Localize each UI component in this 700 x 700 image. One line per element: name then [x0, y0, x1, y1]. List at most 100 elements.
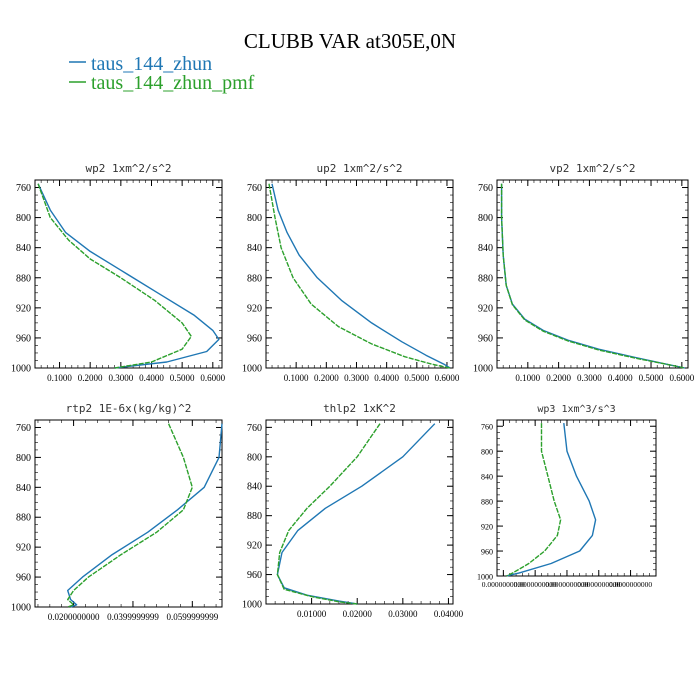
x-tick-label: 0.0200000000	[48, 612, 100, 622]
y-tick-label: 840	[247, 482, 262, 493]
series-line-1	[37, 183, 220, 369]
x-tick-label: 0.3000	[108, 373, 133, 383]
legend-entry-1: taus_144_zhun	[69, 53, 212, 75]
x-tick-label: 0.0000000000	[577, 580, 620, 589]
y-tick-label: 920	[16, 543, 31, 554]
y-tick-label: 760	[478, 183, 493, 194]
x-tick-label: 0.3000	[344, 373, 369, 383]
series-line-1	[276, 423, 436, 605]
x-tick-label: 0.04000	[434, 609, 464, 619]
x-tick-label: 0.03000	[388, 609, 418, 619]
x-tick-label: 0.0000000000	[545, 580, 588, 589]
y-tick-label: 800	[16, 453, 31, 464]
y-tick-label: 880	[16, 273, 31, 284]
plot-frame	[34, 419, 223, 608]
x-tick-label: 0.5000	[170, 373, 195, 383]
y-tick-label: 920	[247, 541, 262, 552]
plot-frame	[265, 419, 454, 605]
series-line-2	[500, 183, 686, 369]
y-tick-label: 960	[481, 548, 493, 557]
y-tick-label: 760	[16, 183, 31, 194]
y-tick-label: 920	[16, 303, 31, 314]
y-tick-label: 1000	[473, 364, 493, 375]
panel-grid: wp2 1xm^2/s^2 760 800 840 880 920 960 1000 0.100…	[11, 162, 695, 622]
y-tick-label: 960	[16, 333, 31, 344]
figure-title: CLUBB VAR at305E,0N	[244, 29, 456, 53]
y-tick-label: 960	[247, 333, 262, 344]
x-tick-label: 0.0000000000	[482, 580, 525, 589]
panel-4: rtp2 1E-6x(kg/kg)^2 760 800 840 880 920 960 100…	[11, 402, 223, 622]
x-tick-label: 0.1000	[284, 373, 309, 383]
x-tick-label: 0.1000	[515, 373, 540, 383]
minor-ticks	[496, 179, 689, 369]
y-tick-label: 880	[478, 273, 493, 284]
y-tick-label: 920	[247, 303, 262, 314]
panel-title: vp2 1xm^2/s^2	[549, 162, 635, 175]
x-tick-label: 0.6000	[435, 373, 460, 383]
series-line-1	[271, 183, 451, 369]
x-tick-label: 0.2000	[78, 373, 103, 383]
x-tick-label: 0.2000	[546, 373, 571, 383]
panel-3: vp2 1xm^2/s^2 760 800 840 880 920 960 1000 0.100…	[473, 162, 695, 383]
x-tick-label: 0.5000	[404, 373, 429, 383]
x-tick-label: 0.4000	[139, 373, 164, 383]
y-tick-label: 960	[247, 570, 262, 581]
y-tick-label: 800	[247, 452, 262, 463]
x-tick-label: 0.6000	[200, 373, 225, 383]
x-tick-label: 0.2000	[314, 373, 339, 383]
x-tick-label: 0.6000	[669, 373, 694, 383]
figure-legend: taus_144_zhun taus_144_zhun_pmf	[69, 53, 255, 94]
series-line-2	[276, 423, 381, 605]
series-line-1	[506, 423, 597, 577]
series-line-2	[66, 423, 194, 608]
x-tick-label: 0.3000	[577, 373, 602, 383]
minor-ticks	[35, 419, 222, 608]
y-tick-label: 840	[478, 243, 493, 254]
y-tick-label: 1000	[11, 364, 31, 375]
panel-6: wp3 1xm^3/s^376080084088092096010000.000…	[477, 404, 657, 589]
legend-label-2: taus_144_zhun_pmf	[91, 72, 255, 94]
panel-5: thlp2 1xK^2 760 800 840 880 920 960 1000 0.01000…	[242, 402, 464, 619]
minor-ticks	[265, 179, 454, 369]
panel-1: wp2 1xm^2/s^2 760 800 840 880 920 960 1000 0.100…	[11, 162, 226, 383]
series-line-2	[37, 183, 193, 369]
x-tick-label: 0.1000	[47, 373, 72, 383]
y-tick-label: 800	[478, 213, 493, 224]
y-tick-label: 840	[481, 473, 493, 482]
x-tick-label: 0.4000	[374, 373, 399, 383]
y-tick-label: 840	[16, 243, 31, 254]
y-tick-label: 840	[16, 483, 31, 494]
y-tick-label: 880	[481, 498, 493, 507]
y-tick-label: 760	[247, 423, 262, 434]
legend-label-1: taus_144_zhun	[91, 53, 212, 75]
y-tick-label: 1000	[242, 600, 262, 611]
y-tick-label: 800	[481, 448, 493, 457]
panel-2: up2 1xm^2/s^2 760 800 840 880 920 960 1000 0.100…	[242, 162, 460, 383]
panel-title: thlp2 1xK^2	[323, 402, 396, 415]
panel-title: rtp2 1E-6x(kg/kg)^2	[66, 402, 192, 415]
minor-ticks	[265, 419, 453, 605]
y-tick-label: 880	[247, 273, 262, 284]
y-tick-label: 1000	[477, 573, 493, 582]
x-tick-label: 0.0000000000	[514, 580, 557, 589]
y-tick-label: 800	[247, 213, 262, 224]
series-line-1	[66, 423, 223, 608]
minor-ticks	[34, 179, 222, 369]
series-line-2	[506, 423, 562, 577]
plot-frame	[496, 419, 657, 577]
panel-title: up2 1xm^2/s^2	[316, 162, 402, 175]
series-line-1	[500, 183, 686, 369]
y-tick-label: 760	[16, 423, 31, 434]
panel-title: wp3 1xm^3/s^3	[537, 404, 615, 415]
x-tick-label: 0.0399999999	[107, 612, 159, 622]
y-tick-label: 960	[478, 333, 493, 344]
x-tick-label: 0.5000	[639, 373, 664, 383]
y-tick-label: 840	[247, 243, 262, 254]
y-tick-label: 760	[247, 183, 262, 194]
plot-frame	[496, 179, 689, 369]
y-tick-label: 920	[478, 303, 493, 314]
y-tick-label: 760	[481, 423, 493, 432]
y-tick-label: 880	[247, 511, 262, 522]
legend-entry-2: taus_144_zhun_pmf	[69, 72, 255, 94]
